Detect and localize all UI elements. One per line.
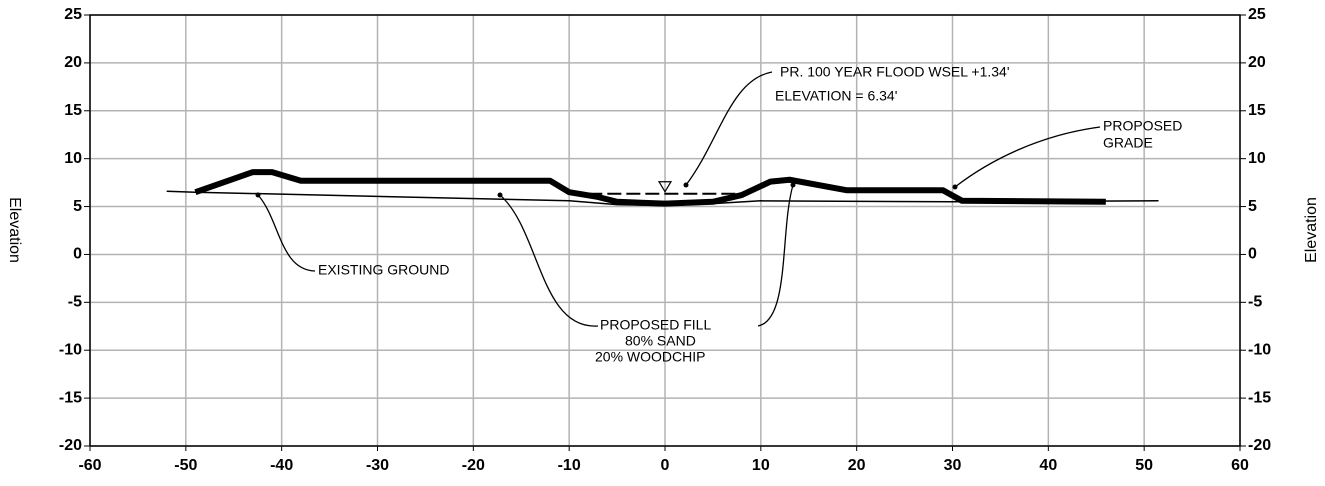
x-tick-label: 10	[752, 457, 770, 474]
y-tick-label: -10	[59, 341, 82, 358]
series-line	[194, 169, 1106, 207]
x-tick-label: -10	[558, 457, 581, 474]
y-tick-label: -5	[68, 294, 82, 311]
leader-head	[952, 184, 958, 190]
y-tick-label: -15	[59, 389, 82, 406]
x-tick-label: -50	[174, 457, 197, 474]
x-tick-label: -60	[78, 457, 101, 474]
annotation: PROPOSED FILL	[600, 317, 711, 333]
water-symbol	[657, 181, 673, 193]
x-tick-label: -40	[270, 457, 293, 474]
leader-line	[685, 71, 773, 186]
annotation: ELEVATION = 6.34'	[775, 88, 897, 104]
y2-tick-label: 25	[1248, 6, 1266, 23]
y-tick-label: 5	[73, 198, 82, 215]
leader-line	[757, 184, 794, 327]
y2-tick-label: -10	[1248, 341, 1271, 358]
y2-axis-label: Elevation	[1303, 197, 1320, 263]
y-tick-label: 25	[64, 6, 82, 23]
x-tick-label: 40	[1039, 457, 1057, 474]
annotation: PR. 100 YEAR FLOOD WSEL +1.34'	[780, 64, 1010, 80]
y-tick-label: 10	[64, 150, 82, 167]
leader-head	[790, 182, 796, 188]
y2-tick-label: 5	[1248, 198, 1257, 215]
y2-tick-label: 15	[1248, 102, 1266, 119]
y2-tick-label: 0	[1248, 246, 1257, 263]
x-tick-label: 60	[1231, 457, 1249, 474]
leader-head	[255, 192, 261, 198]
leader-line	[499, 194, 599, 327]
leader-line	[954, 126, 1101, 188]
x-tick-label: -30	[366, 457, 389, 474]
y2-tick-label: -5	[1248, 294, 1262, 311]
y2-tick-label: 20	[1248, 54, 1266, 71]
x-tick-label: 50	[1135, 457, 1153, 474]
x-tick-label: 30	[944, 457, 962, 474]
y-tick-label: 0	[73, 246, 82, 263]
leader-head	[497, 192, 503, 198]
annotation: 80% SAND	[625, 333, 696, 349]
annotation: GRADE	[1103, 135, 1153, 151]
leader-line	[257, 194, 316, 272]
y-tick-label: 20	[64, 54, 82, 71]
y2-tick-label: -20	[1248, 437, 1271, 454]
plot-frame	[89, 14, 1241, 447]
y2-tick-label: 10	[1248, 150, 1266, 167]
annotation: EXISTING GROUND	[318, 262, 449, 278]
y2-tick-label: -15	[1248, 389, 1271, 406]
y-tick-label: 15	[64, 102, 82, 119]
x-tick-label: 20	[848, 457, 866, 474]
x-tick-label: 0	[661, 457, 670, 474]
y-tick-label: -20	[59, 437, 82, 454]
annotation: PROPOSED	[1103, 118, 1182, 134]
x-tick-label: -20	[462, 457, 485, 474]
annotation: 20% WOODCHIP	[595, 349, 705, 365]
y-axis-label: Elevation	[6, 197, 23, 263]
leader-head	[683, 182, 689, 188]
series-line	[166, 190, 1159, 207]
